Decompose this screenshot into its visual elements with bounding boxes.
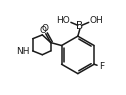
Text: F: F <box>99 62 104 71</box>
Text: B: B <box>76 21 83 31</box>
Text: OH: OH <box>90 16 103 25</box>
Text: O: O <box>40 26 47 35</box>
Text: HO: HO <box>56 16 70 25</box>
Text: O: O <box>41 24 48 33</box>
Text: NH: NH <box>16 47 30 56</box>
